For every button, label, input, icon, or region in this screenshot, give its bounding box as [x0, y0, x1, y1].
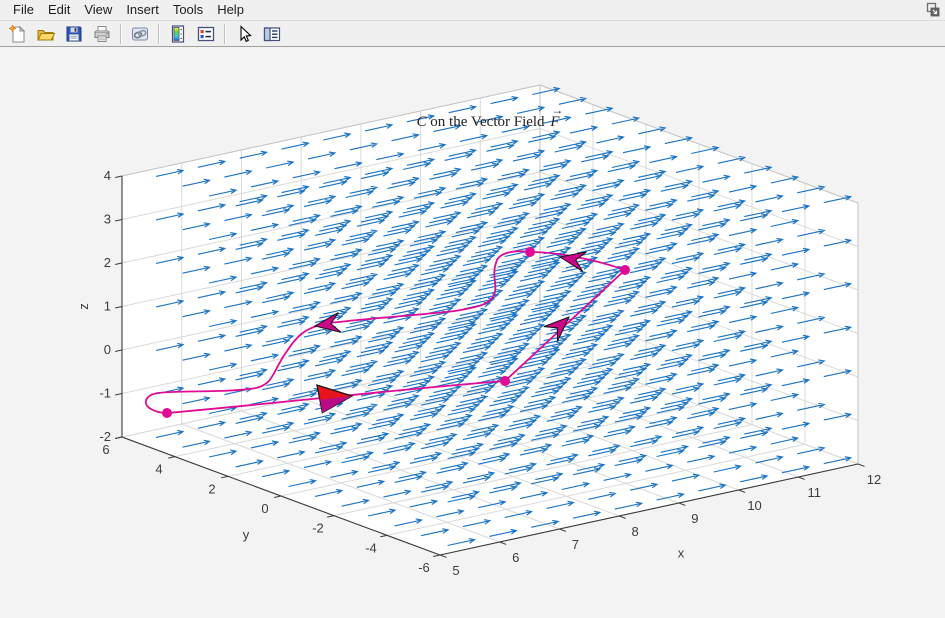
edit-plot-button[interactable] [231, 22, 257, 46]
open-folder-icon [37, 29, 56, 40]
menu-view[interactable]: View [84, 2, 113, 17]
curve-direction-arrow [543, 316, 570, 342]
menu-help[interactable]: Help [217, 2, 244, 17]
new-document-icon [8, 23, 26, 42]
svg-text:2: 2 [208, 481, 215, 496]
open-file-button[interactable] [33, 22, 59, 46]
svg-text:12: 12 [867, 472, 881, 487]
curve-vertex-marker [525, 247, 535, 257]
svg-text:10: 10 [747, 498, 761, 513]
save-figure-button[interactable] [61, 22, 87, 46]
svg-text:0: 0 [261, 501, 268, 516]
toolbar-separator [120, 23, 122, 44]
menu-insert[interactable]: Insert [126, 2, 159, 17]
dock-figure-icon[interactable] [923, 1, 941, 19]
svg-text:-4: -4 [365, 540, 377, 555]
curve-vertex-marker [500, 376, 510, 386]
svg-text:5: 5 [452, 563, 459, 578]
svg-text:4: 4 [155, 462, 162, 477]
svg-text:4: 4 [104, 168, 111, 183]
legend-icon [197, 26, 215, 41]
svg-text:7: 7 [572, 537, 579, 552]
plot-title: C on the Vector Field → F [416, 103, 564, 130]
svg-text:-6: -6 [418, 560, 430, 575]
cursor-arrow-icon [240, 24, 252, 42]
new-figure-button[interactable] [5, 22, 31, 46]
menu-bar: File Edit View Insert Tools Help [0, 0, 945, 21]
menu-tools[interactable]: Tools [172, 2, 204, 17]
save-floppy-icon [66, 26, 82, 41]
svg-text:8: 8 [632, 524, 639, 539]
chain-link-icon [132, 27, 148, 40]
figure-toolbar [0, 21, 945, 47]
insert-legend-button[interactable] [193, 22, 219, 46]
curve-vertex-marker [620, 265, 630, 275]
toolbar-separator [158, 23, 160, 44]
figure-canvas: 5 6 7 8 9 10 11 12 6 4 2 0 -2 -4 -6 4 3 2 1 0 -1 -2 x y z C on t… [0, 48, 945, 618]
svg-text:-2: -2 [99, 429, 111, 444]
x-axis-label: x [678, 545, 685, 560]
tick-marks [115, 175, 865, 558]
vector-arrow-accent: → [551, 103, 564, 117]
svg-text:11: 11 [808, 485, 822, 500]
svg-text:6: 6 [102, 442, 109, 457]
colorbar-icon [171, 24, 185, 43]
menu-file[interactable]: File [13, 2, 34, 17]
link-plot-button[interactable] [127, 22, 153, 46]
toolbar-separator [224, 23, 226, 44]
printer-icon [94, 25, 110, 42]
box-edges [121, 84, 859, 464]
title-f-vector: → F [550, 103, 564, 130]
svg-text:2: 2 [104, 255, 111, 270]
plot-tools-panel-icon [263, 26, 281, 41]
curve-direction-arrow [558, 251, 587, 272]
curve-direction-cone [316, 384, 354, 414]
menu-edit[interactable]: Edit [47, 2, 71, 17]
svg-text:0: 0 [104, 342, 111, 357]
svg-text:-2: -2 [312, 521, 324, 536]
curve-vertex-marker [162, 408, 172, 418]
curve-C-group [144, 247, 630, 418]
y-axis-label: y [243, 527, 250, 542]
curve-C [144, 250, 627, 414]
title-c: C [416, 114, 427, 130]
curve-direction-arrow [313, 312, 342, 333]
z-axis-label: z [76, 303, 91, 310]
insert-colorbar-button[interactable] [165, 22, 191, 46]
print-figure-button[interactable] [89, 22, 115, 46]
svg-text:-1: -1 [99, 386, 111, 401]
svg-text:1: 1 [104, 299, 111, 314]
svg-text:9: 9 [691, 511, 698, 526]
svg-text:3: 3 [104, 212, 111, 227]
show-plot-tools-button[interactable] [259, 22, 285, 46]
svg-text:6: 6 [512, 550, 519, 565]
vector-field-quiver [155, 86, 853, 547]
curve-markers [162, 247, 630, 418]
